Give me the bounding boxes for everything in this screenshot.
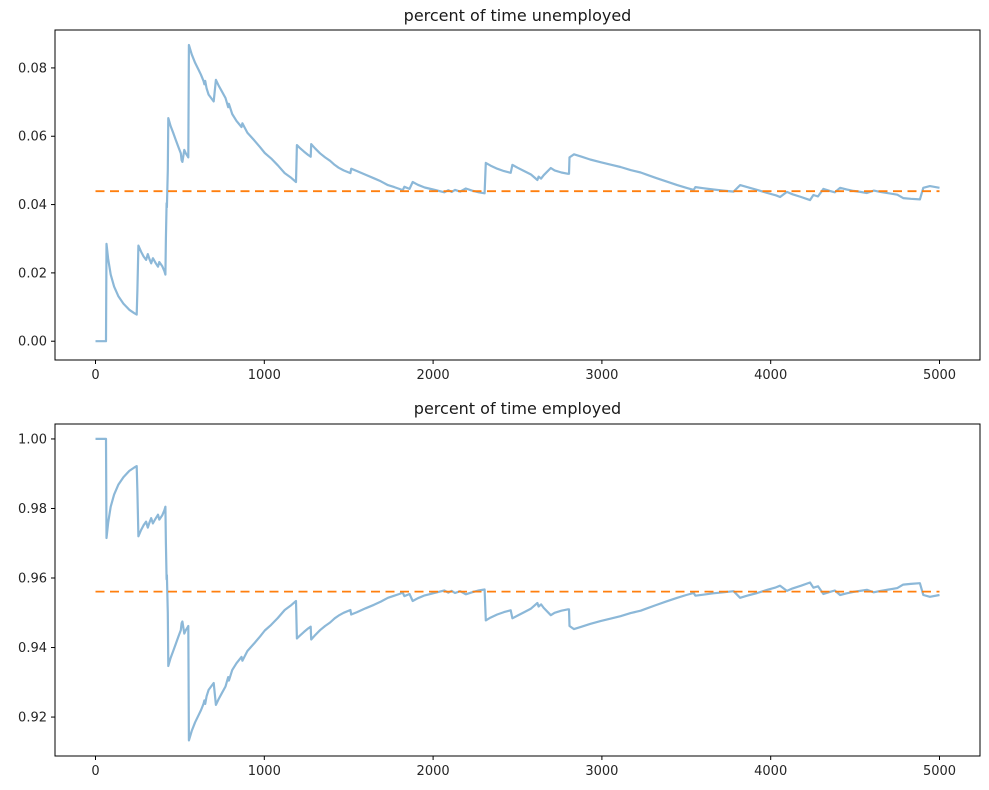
employed-x-tick-label: 5000 [923, 764, 956, 779]
employed-y-tick-label: 0.92 [18, 711, 47, 726]
unemployed-x-tick-label: 5000 [923, 368, 956, 383]
employed-series-line [95, 437, 940, 742]
employed-y-tick-label: 0.96 [18, 572, 47, 587]
unemployed-y-tick-label: 0.00 [18, 335, 47, 350]
employed-x-tick-label: 2000 [417, 764, 450, 779]
unemployed-series-line [95, 43, 940, 343]
unemployed-y-tick-label: 0.02 [18, 266, 47, 281]
unemployed-x-tick-label: 4000 [754, 368, 787, 383]
employed-y-tick-label: 0.94 [18, 641, 47, 656]
employed-x-tick-label: 4000 [754, 764, 787, 779]
employed-plot-frame [54, 423, 981, 757]
plot-title-employed: percent of time employed [413, 399, 622, 418]
employed-x-tick-label: 3000 [585, 764, 618, 779]
unemployed-x-tick-label: 3000 [585, 368, 618, 383]
unemployed-x-tick-label: 2000 [417, 368, 450, 383]
unemployed-y-tick-label: 0.08 [18, 61, 47, 76]
unemployed-x-tick-label: 0 [91, 368, 99, 383]
employed-x-tick-label: 1000 [248, 764, 281, 779]
employed-x-tick-label: 0 [91, 764, 99, 779]
employed-y-tick-label: 0.98 [18, 502, 47, 517]
plot-title-unemployed: percent of time unemployed [403, 6, 632, 25]
unemployed-y-tick-label: 0.04 [18, 198, 47, 213]
unemployed-y-tick-label: 0.06 [18, 130, 47, 145]
unemployed-x-tick-label: 1000 [248, 368, 281, 383]
employed-y-tick-label: 1.00 [18, 432, 47, 447]
unemployed-plot-frame [54, 29, 981, 361]
